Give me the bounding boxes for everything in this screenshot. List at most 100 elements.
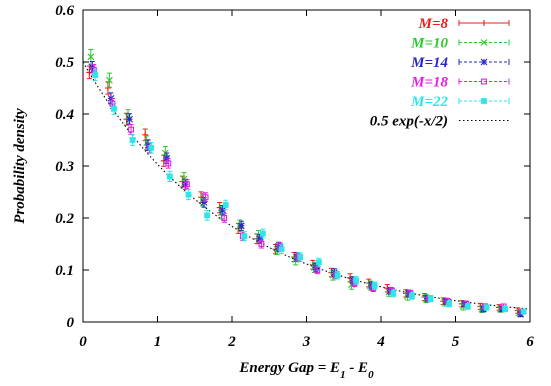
data-point xyxy=(256,235,264,243)
data-point xyxy=(241,233,248,240)
data-point xyxy=(481,20,487,26)
data-point xyxy=(260,230,266,237)
legend-item: M=22 xyxy=(410,94,510,110)
y-tick-label: 0.1 xyxy=(55,263,74,279)
data-point xyxy=(405,290,413,297)
data-point xyxy=(520,308,527,315)
data-point xyxy=(502,306,508,312)
data-point xyxy=(481,78,487,85)
data-point xyxy=(129,137,136,143)
data-point xyxy=(87,53,95,61)
data-point xyxy=(126,115,133,123)
data-point xyxy=(165,160,172,167)
data-point xyxy=(386,287,394,295)
data-point xyxy=(237,222,245,230)
x-axis-label-sub1: 1 xyxy=(340,369,346,381)
data-point xyxy=(424,295,431,302)
legend: M=8 M=10 M=14 M=18 M=22 0.5 exp(-x/2) xyxy=(370,16,510,130)
legend-swatch-cap xyxy=(458,59,510,65)
series-M=22 xyxy=(92,68,527,315)
data-point xyxy=(92,72,99,78)
data-point xyxy=(409,293,415,299)
x-axis-label-main: Energy Gap = E xyxy=(238,360,340,376)
legend-swatch-cap xyxy=(458,78,510,85)
data-point xyxy=(202,194,209,201)
legend-item: M=14 xyxy=(410,55,510,71)
y-tick-label: 0.2 xyxy=(55,211,74,227)
data-point xyxy=(314,267,321,273)
series-M=8 xyxy=(86,65,521,314)
x-axis-label-mid: - E xyxy=(346,360,369,376)
data-point xyxy=(334,272,341,279)
x-tick-label: 4 xyxy=(376,334,385,350)
data-point xyxy=(275,243,282,250)
data-point xyxy=(446,300,453,307)
data-point xyxy=(166,173,173,180)
series-M=10 xyxy=(87,49,523,317)
data-point xyxy=(293,253,301,261)
legend-item: M=18 xyxy=(410,75,510,91)
data-point xyxy=(480,58,488,66)
y-tick-label: 0.3 xyxy=(55,159,74,175)
data-point xyxy=(371,282,378,289)
data-point xyxy=(183,181,190,188)
data-point xyxy=(258,241,265,247)
data-point xyxy=(480,39,488,46)
y-axis-label: Probability density xyxy=(12,108,28,224)
x-tick-label: 5 xyxy=(452,334,460,350)
legend-label: M=18 xyxy=(410,75,448,91)
data-point xyxy=(222,202,229,208)
axes xyxy=(82,9,531,323)
x-tick-label: 0 xyxy=(79,334,87,350)
data-point xyxy=(390,290,397,297)
error-bar xyxy=(165,158,171,169)
x-tick-label: 6 xyxy=(526,334,534,350)
curve-series xyxy=(82,61,531,310)
legend-item: 0.5 exp(-x/2) xyxy=(370,114,509,130)
curve-line xyxy=(82,61,531,310)
x-tick-label: 3 xyxy=(302,334,311,350)
data-point xyxy=(104,85,111,91)
data-point xyxy=(204,212,210,219)
legend-label: M=22 xyxy=(410,94,448,110)
legend-swatch-cap xyxy=(458,39,510,46)
x-tick-label: 2 xyxy=(227,334,236,350)
data-point xyxy=(185,191,192,198)
legend-item: M=10 xyxy=(410,36,510,52)
data-point xyxy=(427,295,434,302)
data-point xyxy=(442,297,450,305)
data-point xyxy=(297,254,304,260)
series-M=18 xyxy=(90,64,526,315)
plot-frame xyxy=(82,9,531,323)
legend-label: 0.5 exp(-x/2) xyxy=(370,114,448,130)
y-tick-label: 0.6 xyxy=(55,3,74,19)
x-axis-label-sub2: 0 xyxy=(368,369,374,381)
data-point xyxy=(353,277,359,284)
legend-label: M=10 xyxy=(410,36,448,52)
series-layer xyxy=(82,49,531,318)
data-point xyxy=(278,246,285,253)
data-point xyxy=(128,126,135,133)
legend-swatch-cap xyxy=(458,20,510,26)
data-point xyxy=(142,131,149,138)
y-tick-label: 0 xyxy=(67,315,75,331)
data-point xyxy=(481,98,487,104)
data-point xyxy=(200,199,208,206)
y-tick-label: 0.5 xyxy=(55,55,74,71)
x-tick-label: 1 xyxy=(154,334,162,350)
legend-label: M=8 xyxy=(418,16,449,32)
data-point xyxy=(106,76,113,84)
data-point xyxy=(464,303,471,310)
legend-item: M=8 xyxy=(418,16,510,32)
data-point xyxy=(219,206,227,214)
legend-label: M=14 xyxy=(410,55,448,71)
legend-swatch-cap xyxy=(458,98,510,104)
data-point xyxy=(182,180,189,188)
data-point xyxy=(461,300,469,308)
x-axis-label: Energy Gap = E1 - E0 xyxy=(238,360,374,381)
data-point xyxy=(111,105,117,112)
data-point xyxy=(148,144,155,151)
data-point xyxy=(163,154,171,162)
ticks: 0 1 2 3 4 5 6 0 0.1 0.2 0.3 0.4 0.5 0.6 xyxy=(55,3,534,350)
